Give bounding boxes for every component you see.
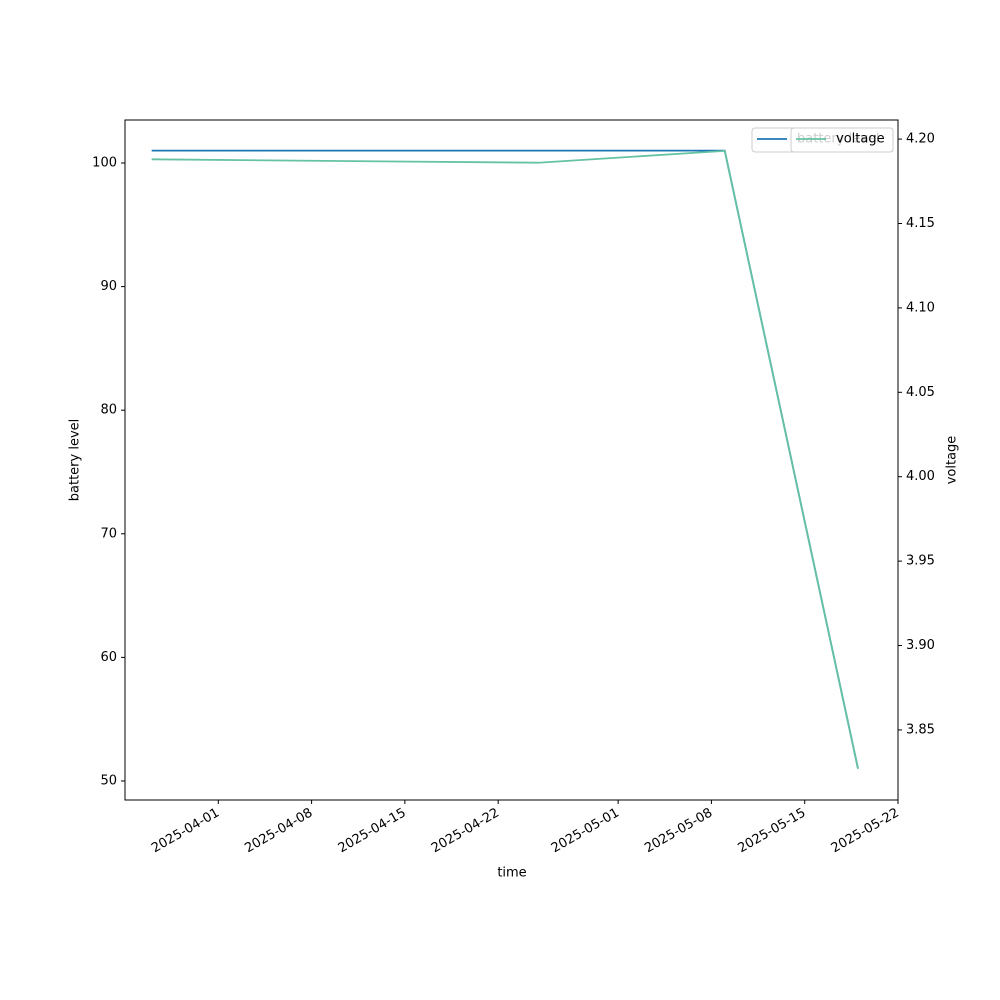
y2-tick-label: 4.10 [906,300,935,315]
x-tick-label: 2025-05-22 [829,806,902,857]
y2-tick-label: 4.00 [906,469,935,484]
line [151,149,859,769]
x-tick-label: 2025-05-08 [642,806,715,857]
y2-tick-label: 3.85 [906,722,935,737]
x-axis-label: time [497,866,526,881]
y-tick-label: 70 [100,526,117,541]
y-axis-label: battery level [68,419,83,502]
y2-tick-label: 4.05 [906,385,935,400]
y-tick-label: 60 [100,650,117,665]
y2-tick-label: 4.15 [906,216,935,231]
plot-frame [124,119,899,801]
y2-tick-label: 4.20 [906,132,935,147]
y2-tick-label: 3.90 [906,638,935,653]
x-tick-label: 2025-04-08 [242,806,315,857]
y-tick-label: 100 [92,156,117,171]
x-tick-label: 2025-05-01 [549,806,622,857]
y-tick-label: 90 [100,279,117,294]
x-tick-label: 2025-04-15 [336,806,409,857]
x-tick-label: 2025-04-01 [149,806,222,857]
legend-label: voltage [836,132,885,147]
y-tick-label: 80 [100,403,117,418]
y2-tick-label: 3.95 [906,554,935,569]
x-tick-label: 2025-05-15 [736,806,809,857]
line [151,149,859,769]
y2-axis-label: voltage [945,436,960,485]
x-tick-label: 2025-04-22 [429,806,502,857]
legend-box [790,127,894,153]
y-tick-label: 50 [100,773,117,788]
